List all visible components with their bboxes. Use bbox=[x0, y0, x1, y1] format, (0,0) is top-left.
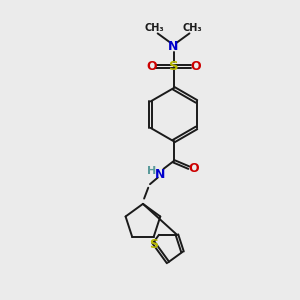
Text: N: N bbox=[168, 40, 179, 53]
Text: O: O bbox=[189, 162, 200, 175]
Text: S: S bbox=[169, 61, 178, 74]
Text: N: N bbox=[155, 168, 165, 181]
Text: O: O bbox=[146, 61, 157, 74]
Text: CH₃: CH₃ bbox=[145, 22, 164, 32]
Text: CH₃: CH₃ bbox=[183, 22, 202, 32]
Text: S: S bbox=[149, 238, 158, 251]
Text: O: O bbox=[190, 61, 201, 74]
Text: H: H bbox=[147, 167, 156, 176]
